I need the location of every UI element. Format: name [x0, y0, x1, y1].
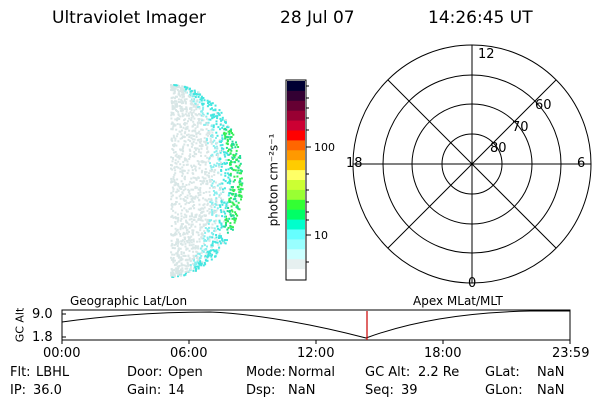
colorbar-tick-label-10: 10 — [314, 229, 328, 242]
timeline-ytick-9: 9.0 — [32, 307, 53, 322]
colorbar-swatch — [287, 110, 305, 122]
colorbar-swatch — [287, 239, 305, 250]
colorbar-swatch — [287, 150, 305, 161]
mlat-label-80: 80 — [490, 141, 507, 156]
timeline-y-axis-label: GC Alt — [13, 307, 27, 343]
colorbar-swatch — [287, 209, 305, 221]
colorbar-swatch — [287, 199, 305, 211]
timeline-xtick-2359: 23:59 — [552, 346, 590, 361]
glat-value: NaN — [537, 365, 565, 380]
colorbar-swatch — [287, 180, 305, 191]
colorbar-tick-label-100: 100 — [314, 141, 335, 154]
gain-value: 14 — [168, 383, 185, 398]
mlat-label-70: 70 — [512, 120, 529, 135]
colorbar-swatch — [287, 249, 305, 260]
glat-label: GLat: — [485, 365, 520, 380]
colorbar-swatch — [287, 269, 305, 280]
flt-value: LBHL — [36, 365, 70, 380]
mode-label: Mode: — [246, 365, 286, 380]
colorbar-swatch — [287, 81, 305, 92]
timeline-xticks — [61, 340, 571, 344]
colorbar-swatch — [287, 189, 305, 201]
glon-label: GLon: — [485, 383, 523, 398]
timeline-xtick-0000: 00:00 — [43, 346, 81, 361]
polar-diag-2 — [387, 79, 557, 249]
mlt-label-6: 6 — [577, 156, 586, 171]
gcalt-label: GC Alt: — [365, 365, 411, 380]
colorbar-swatch — [287, 130, 305, 141]
door-label: Door: — [127, 365, 163, 380]
colorbar-swatch — [287, 259, 305, 270]
colorbar-swatch — [287, 120, 305, 132]
colorbar-swatch — [287, 160, 305, 171]
door-value: Open — [168, 365, 203, 380]
colorbar-swatch — [287, 140, 305, 151]
auroral-image — [170, 84, 244, 278]
ip-label: IP: — [10, 383, 27, 398]
mlt-label-12: 12 — [478, 47, 495, 62]
instrument-title: Ultraviolet Imager — [52, 8, 206, 28]
dsp-value: NaN — [288, 383, 316, 398]
seq-label: Seq: — [365, 383, 394, 398]
polar-grid — [352, 44, 592, 284]
colorbar-unit-label: photon cm⁻²s⁻¹ — [266, 133, 281, 227]
glon-value: NaN — [537, 383, 565, 398]
colorbar-minor-ticks — [306, 85, 309, 263]
flt-label: Flt: — [10, 365, 31, 380]
colorbar-swatch — [287, 219, 305, 231]
dsp-label: Dsp: — [246, 383, 276, 398]
timeline-xtick-0600: 06:00 — [170, 346, 208, 361]
mode-value: Normal — [288, 365, 336, 380]
timeline-ytick-1-8: 1.8 — [32, 330, 53, 345]
gain-label: Gain: — [127, 383, 162, 398]
geographic-label: Geographic Lat/Lon — [70, 294, 188, 308]
time-label: 14:26:45 UT — [428, 8, 533, 28]
timeline-xtick-1800: 18:00 — [424, 346, 462, 361]
colorbar-swatch — [287, 90, 305, 102]
color-bar-frame — [285, 79, 307, 281]
gcalt-value: 2.2 Re — [418, 365, 460, 380]
timeline-yticks — [62, 313, 66, 338]
apex-label: Apex MLat/MLT — [413, 294, 503, 308]
color-bar — [287, 81, 305, 280]
ip-value: 36.0 — [33, 383, 62, 398]
altitude-curve — [61, 310, 570, 339]
mlt-label-0: 0 — [468, 276, 477, 291]
mlt-label-18: 18 — [346, 156, 363, 171]
timeline-xtick-1200: 12:00 — [297, 346, 335, 361]
seq-value: 39 — [401, 383, 418, 398]
colorbar-swatch — [287, 229, 305, 240]
date-label: 28 Jul 07 — [280, 8, 355, 28]
mlat-label-60: 60 — [535, 98, 552, 113]
colorbar-swatch — [287, 100, 305, 112]
colorbar-swatch — [287, 170, 305, 181]
